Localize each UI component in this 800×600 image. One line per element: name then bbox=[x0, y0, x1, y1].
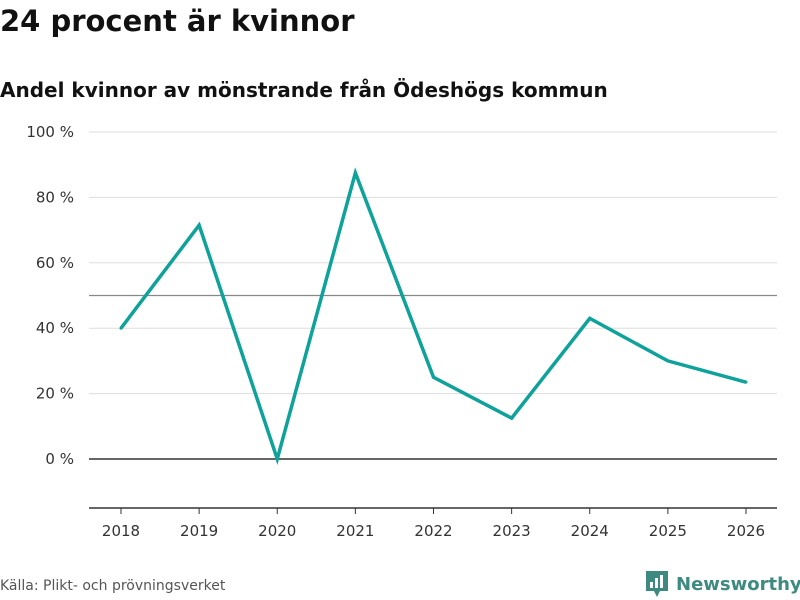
brand-logo: Newsworthy bbox=[644, 569, 800, 599]
x-tick-label: 2026 bbox=[727, 522, 765, 540]
y-tick-label: 100 % bbox=[26, 123, 74, 141]
series-line bbox=[119, 167, 747, 466]
x-tick-label: 2018 bbox=[102, 522, 140, 540]
data-point bbox=[510, 416, 514, 420]
source-note: Källa: Plikt- och prövningsverket bbox=[0, 578, 226, 594]
data-point bbox=[588, 316, 592, 320]
y-tick-label: 40 % bbox=[36, 319, 74, 337]
y-tick-label: 80 % bbox=[36, 188, 74, 206]
x-tick-label: 2024 bbox=[571, 522, 609, 540]
y-tick-label: 60 % bbox=[36, 254, 74, 272]
data-point bbox=[744, 380, 748, 384]
x-tick-label: 2022 bbox=[414, 522, 452, 540]
data-point bbox=[666, 359, 670, 363]
x-tick-label: 2023 bbox=[493, 522, 531, 540]
chart-title: 24 procent är kvinnor bbox=[0, 4, 355, 38]
x-tick-label: 2021 bbox=[336, 522, 374, 540]
data-point bbox=[275, 457, 279, 461]
data-point bbox=[432, 375, 435, 379]
data-point bbox=[197, 223, 201, 227]
brand-name: Newsworthy bbox=[676, 573, 800, 595]
x-tick-label: 2020 bbox=[258, 522, 296, 540]
chart-subtitle: Andel kvinnor av mönstrande från Ödeshög… bbox=[0, 78, 608, 102]
x-tick-label: 2025 bbox=[649, 522, 687, 540]
y-tick-label: 20 % bbox=[36, 385, 74, 403]
x-tick-label: 2019 bbox=[180, 522, 218, 540]
newsworthy-logo-icon bbox=[646, 571, 668, 597]
data-point bbox=[119, 326, 123, 330]
y-tick-label: 0 % bbox=[45, 450, 74, 468]
data-point bbox=[353, 171, 357, 175]
